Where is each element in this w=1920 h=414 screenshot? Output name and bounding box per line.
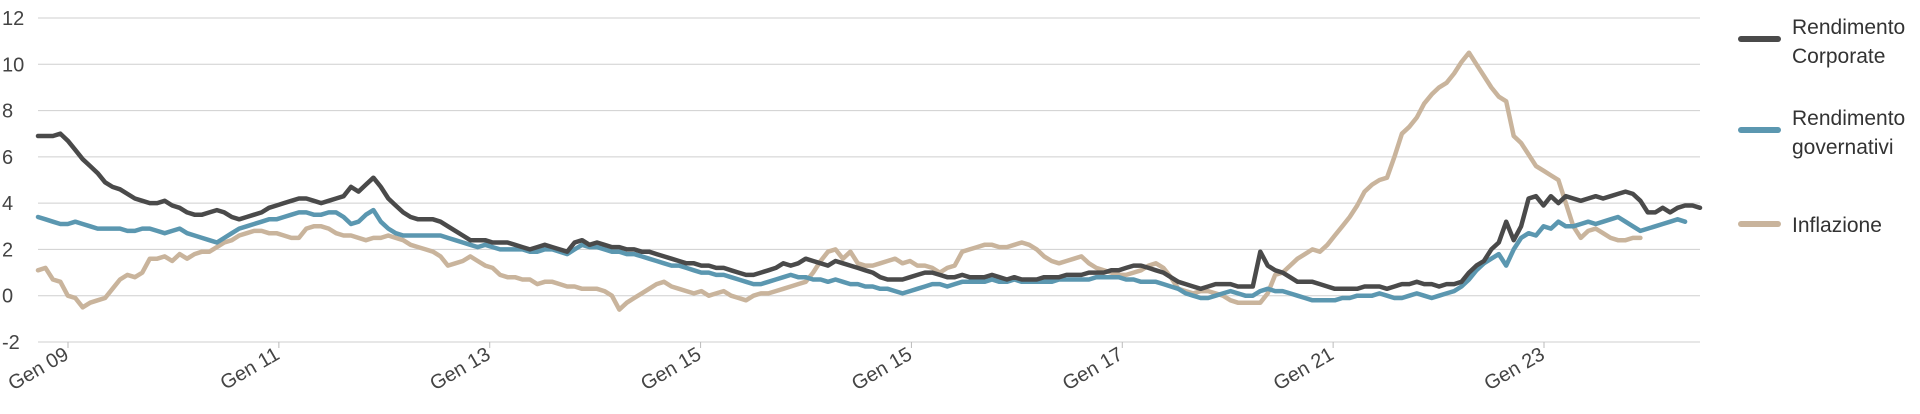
y-tick-label: 4 (2, 193, 13, 215)
x-tick-label: Gen 15 (637, 343, 705, 395)
legend-label: Corporate (1792, 45, 1885, 68)
x-tick-label: Gen 11 (217, 343, 284, 394)
legend-label: Rendimento (1792, 107, 1905, 130)
x-tick-label: Gen 23 (1481, 343, 1549, 395)
x-tick-label: Gen 15 (848, 343, 916, 395)
x-tick-label: Gen 21 (1270, 343, 1338, 395)
series-line-3 (35, 50, 1643, 312)
y-tick-label: 0 (2, 286, 13, 308)
series-line-2 (35, 207, 1688, 303)
legend-label: governativi (1792, 136, 1894, 159)
y-tick-label: 6 (2, 147, 13, 169)
x-axis-ticks: Gen 09 Gen 11 Gen 13 Gen 15 Gen 15 Gen 17 Gen … (5, 342, 1549, 395)
y-tick-label: -2 (2, 332, 20, 354)
x-tick-label: Gen 13 (426, 343, 494, 395)
x-tick-label: Gen 17 (1059, 343, 1127, 395)
y-tick-label: 10 (2, 54, 24, 76)
y-tick-label: 2 (2, 239, 13, 261)
legend-label: Rendimento (1792, 16, 1905, 39)
series-line-1 (35, 131, 1703, 292)
legend-label: Inflazione (1792, 214, 1882, 237)
legend: Rendimento Corporate Rendimento governativi… (1738, 16, 1905, 237)
y-tick-label: 8 (2, 101, 13, 123)
y-axis-ticks: -2 0 2 4 6 8 10 12 (2, 8, 24, 354)
series-lines (35, 50, 1703, 312)
y-tick-label: 12 (2, 8, 24, 30)
